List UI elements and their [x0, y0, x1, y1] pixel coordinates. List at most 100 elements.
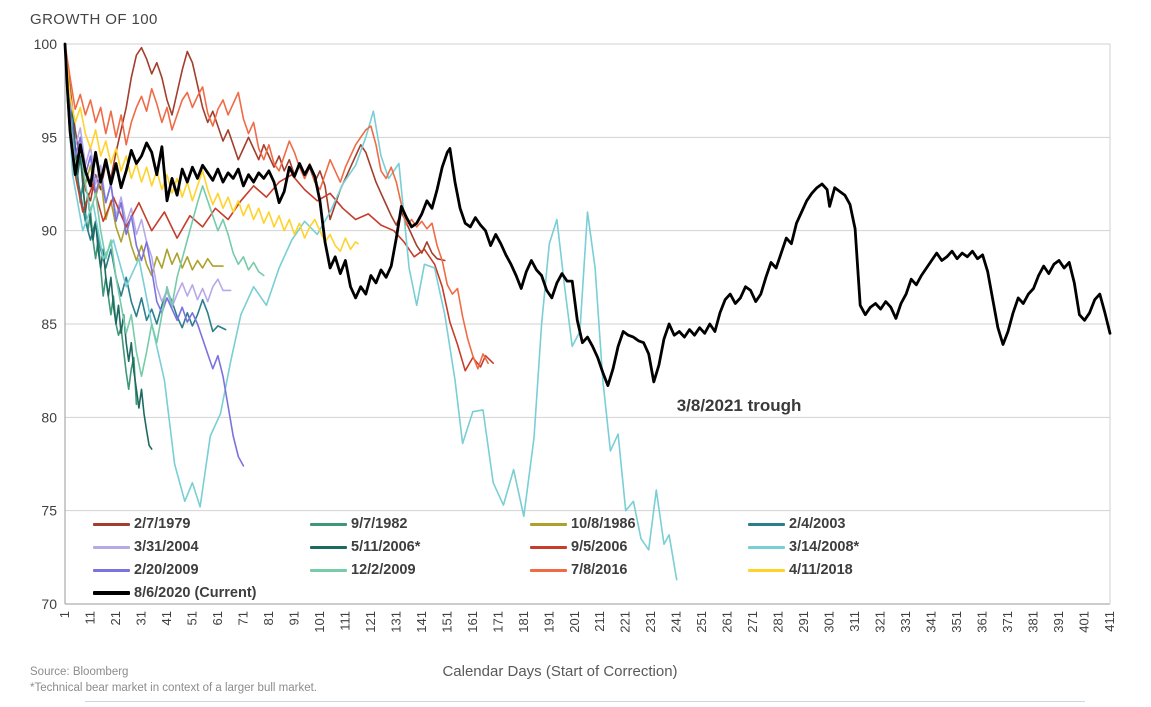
trough-annotation: 3/8/2021 trough — [677, 396, 802, 415]
x-tick-label: 241 — [669, 611, 684, 633]
x-tick-label: 321 — [873, 611, 888, 633]
series-line — [63, 42, 1112, 388]
x-tick-label: 301 — [822, 611, 837, 633]
x-tick-label: 341 — [924, 611, 939, 633]
x-tick-label: 331 — [898, 611, 913, 633]
legend-swatch — [748, 545, 785, 549]
legend-swatch — [310, 522, 347, 526]
y-tick-label: 70 — [41, 596, 57, 612]
legend-swatch — [748, 568, 785, 572]
x-tick-label: 121 — [363, 611, 378, 633]
series-line — [64, 43, 446, 262]
y-tick-label: 100 — [34, 36, 58, 52]
legend-swatch — [93, 522, 130, 526]
x-tick-label: 91 — [286, 611, 301, 625]
legend-swatch — [93, 591, 130, 595]
x-tick-label: 21 — [108, 611, 123, 625]
series-line — [64, 43, 265, 378]
legend-swatch — [93, 568, 130, 572]
legend-label: 10/8/1986 — [571, 516, 636, 532]
series-line — [64, 43, 678, 581]
x-tick-label: 231 — [643, 611, 658, 633]
x-tick-label: 211 — [592, 611, 607, 632]
legend-item: 5/11/2006* — [310, 536, 530, 558]
legend-item: 2/7/1979 — [93, 513, 310, 535]
x-tick-label: 191 — [541, 611, 556, 633]
y-tick-label: 95 — [41, 129, 57, 145]
y-tick-label: 80 — [41, 409, 57, 425]
legend-item: 3/31/2004 — [93, 536, 310, 558]
legend-swatch — [530, 545, 567, 549]
x-tick-label: 71 — [235, 611, 250, 625]
x-tick-label: 171 — [490, 611, 505, 633]
chart-title: GROWTH OF 100 — [30, 11, 158, 28]
legend-swatch — [310, 545, 347, 549]
x-tick-label: 381 — [1026, 611, 1041, 633]
legend-item: 10/8/1986 — [530, 513, 748, 535]
x-tick-label: 61 — [210, 611, 225, 625]
series-line — [64, 43, 489, 370]
legend-label: 7/8/2016 — [571, 562, 628, 578]
series-line — [64, 43, 227, 333]
legend-swatch — [748, 522, 785, 526]
series-line — [64, 43, 153, 450]
legend-label: 2/4/2003 — [789, 516, 846, 532]
x-tick-label: 181 — [516, 611, 531, 633]
legend-label: 9/5/2006 — [571, 539, 628, 555]
legend-item: 8/6/2020 (Current) — [93, 582, 310, 604]
x-tick-label: 41 — [159, 611, 174, 625]
x-tick-label: 31 — [133, 611, 148, 625]
x-tick-label: 401 — [1077, 611, 1092, 633]
series-line — [64, 43, 224, 277]
legend-label: 9/7/1982 — [351, 516, 408, 532]
x-axis-label: Calendar Days (Start of Correction) — [442, 663, 678, 680]
series-line — [64, 43, 495, 372]
x-tick-label: 51 — [184, 611, 199, 625]
legend-swatch — [530, 522, 567, 526]
legend-item: 9/7/1982 — [310, 513, 530, 535]
x-tick-label: 81 — [261, 611, 276, 625]
legend-label: 8/6/2020 (Current) — [134, 585, 257, 601]
footnote-underline — [85, 701, 1085, 702]
legend-label: 2/20/2009 — [134, 562, 199, 578]
legend-swatch — [310, 568, 347, 572]
legend-item: 2/20/2009 — [93, 559, 310, 581]
legend-label: 5/11/2006* — [351, 539, 421, 555]
legend-swatch — [93, 545, 130, 549]
x-tick-label: 271 — [745, 611, 760, 633]
x-tick-label: 311 — [847, 611, 862, 632]
x-tick-label: 201 — [567, 611, 582, 633]
legend-label: 3/31/2004 — [134, 539, 199, 555]
x-tick-label: 131 — [388, 611, 403, 633]
source-attribution: Source: Bloomberg — [30, 666, 129, 678]
series-line — [64, 43, 245, 467]
series-line — [64, 43, 359, 252]
x-tick-label: 11 — [82, 611, 97, 625]
x-tick-label: 251 — [694, 611, 709, 633]
legend-item: 2/4/2003 — [748, 513, 968, 535]
legend-item: 9/5/2006 — [530, 536, 748, 558]
x-tick-label: 291 — [796, 611, 811, 633]
x-tick-label: 101 — [312, 611, 327, 633]
x-tick-label: 221 — [618, 611, 633, 633]
x-tick-label: 361 — [975, 611, 990, 633]
legend-item: 4/11/2018 — [748, 559, 968, 581]
y-tick-label: 75 — [41, 503, 57, 519]
x-tick-label: 371 — [1000, 611, 1015, 633]
legend-label: 4/11/2018 — [789, 562, 853, 578]
legend-label: 3/14/2008* — [789, 539, 860, 555]
x-tick-label: 261 — [720, 611, 735, 633]
x-tick-label: 281 — [771, 611, 786, 633]
y-tick-label: 85 — [41, 316, 57, 332]
x-tick-label: 391 — [1051, 611, 1066, 633]
legend-label: 12/2/2009 — [351, 562, 416, 578]
x-tick-label: 1 — [57, 611, 72, 618]
y-tick-label: 90 — [41, 223, 57, 239]
x-tick-label: 161 — [465, 611, 480, 633]
chart-legend: 2/7/1979 9/7/1982 10/8/1986 2/4/2003 3/31/20… — [93, 513, 968, 604]
x-tick-label: 351 — [949, 611, 964, 633]
x-tick-label: 141 — [414, 611, 429, 633]
legend-item: 3/14/2008* — [748, 536, 968, 558]
